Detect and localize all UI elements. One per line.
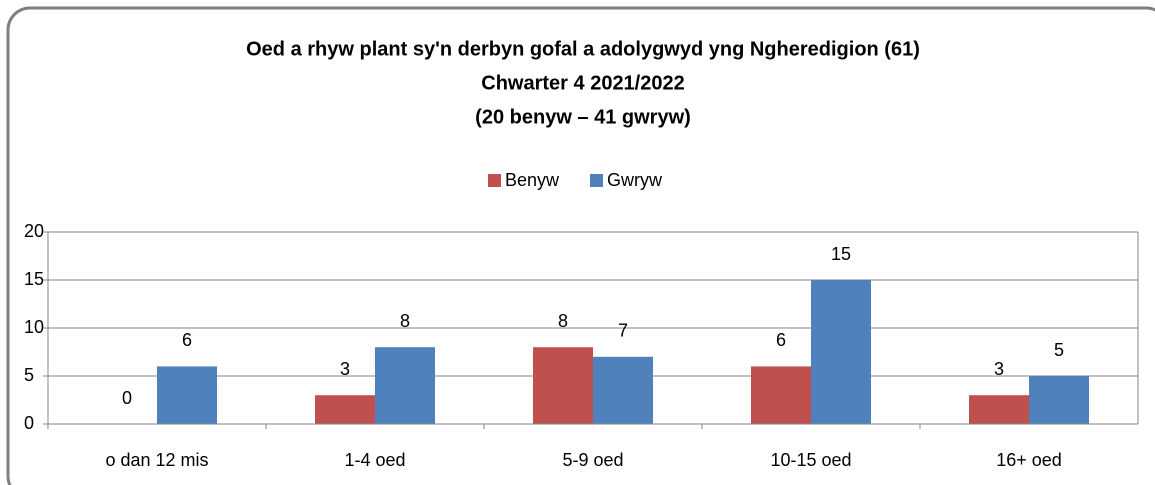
data-label: 6 bbox=[776, 330, 786, 350]
x-tick-label: 10-15 oed bbox=[770, 450, 851, 470]
data-label: 8 bbox=[400, 311, 410, 331]
legend-label: Benyw bbox=[505, 170, 560, 190]
y-tick-label: 10 bbox=[24, 317, 44, 337]
data-label: 0 bbox=[122, 388, 132, 408]
legend-swatch bbox=[488, 174, 501, 187]
y-tick-label: 20 bbox=[24, 221, 44, 241]
data-label: 5 bbox=[1054, 340, 1064, 360]
data-label: 7 bbox=[618, 321, 628, 341]
bar bbox=[969, 395, 1029, 424]
bar bbox=[533, 347, 593, 424]
bar bbox=[751, 366, 811, 424]
x-tick-label: 5-9 oed bbox=[562, 450, 623, 470]
x-tick-label: 16+ oed bbox=[996, 450, 1062, 470]
data-label: 8 bbox=[558, 311, 568, 331]
data-label: 3 bbox=[994, 359, 1004, 379]
data-label: 3 bbox=[340, 359, 350, 379]
data-label: 15 bbox=[831, 244, 851, 264]
chart-title: Chwarter 4 2021/2022 bbox=[481, 72, 684, 94]
bar bbox=[157, 366, 217, 424]
x-tick-label: o dan 12 mis bbox=[105, 450, 208, 470]
bar bbox=[375, 347, 435, 424]
bar bbox=[811, 280, 871, 424]
legend-swatch bbox=[590, 174, 603, 187]
data-label: 6 bbox=[182, 330, 192, 350]
y-tick-label: 0 bbox=[24, 413, 34, 433]
chart-title: (20 benyw – 41 gwryw) bbox=[475, 106, 691, 128]
chart-title: Oed a rhyw plant sy'n derbyn gofal a ado… bbox=[246, 38, 920, 60]
bar bbox=[593, 356, 653, 424]
y-tick-label: 15 bbox=[24, 269, 44, 289]
bar bbox=[315, 395, 375, 424]
legend-label: Gwryw bbox=[607, 170, 663, 190]
y-tick-label: 5 bbox=[24, 365, 34, 385]
x-tick-label: 1-4 oed bbox=[344, 450, 405, 470]
bar bbox=[1029, 376, 1089, 424]
